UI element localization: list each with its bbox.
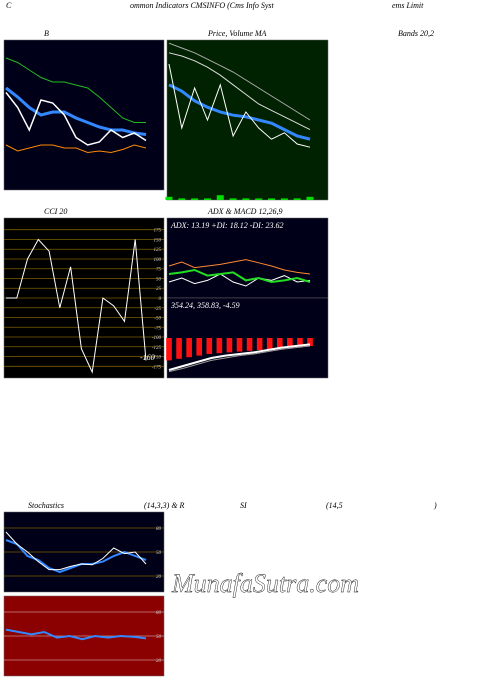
y-tick-label: 20 bbox=[156, 659, 162, 664]
header: ems Limit bbox=[392, 1, 424, 10]
series-line bbox=[5, 531, 147, 571]
bar bbox=[196, 338, 203, 356]
y-tick-label: -175 bbox=[152, 365, 162, 370]
y-tick-label: -125 bbox=[152, 346, 162, 351]
bar bbox=[229, 198, 237, 200]
panel bbox=[166, 217, 329, 299]
series-line bbox=[168, 42, 311, 121]
bar bbox=[293, 198, 301, 200]
panel-title: CCI 20 bbox=[44, 207, 67, 216]
bar bbox=[255, 198, 263, 200]
series-line bbox=[168, 52, 311, 131]
bar bbox=[166, 338, 172, 361]
series-line bbox=[168, 273, 311, 287]
bar bbox=[280, 198, 288, 200]
y-tick-label: -100 bbox=[152, 336, 162, 341]
watermark: MunafaSutra.com bbox=[171, 569, 359, 598]
y-tick-label: 0 bbox=[159, 297, 162, 302]
bar bbox=[242, 198, 250, 200]
y-tick-label: 175 bbox=[154, 229, 162, 234]
bar bbox=[246, 338, 253, 351]
bar bbox=[256, 338, 263, 350]
bar bbox=[186, 338, 192, 358]
y-tick-label: 25 bbox=[156, 287, 162, 292]
bar bbox=[268, 198, 276, 200]
series-line bbox=[5, 628, 147, 641]
bar bbox=[206, 338, 213, 354]
bar bbox=[165, 196, 173, 200]
series-line bbox=[5, 57, 146, 123]
bar bbox=[276, 338, 283, 349]
bar bbox=[176, 338, 182, 359]
series-line bbox=[168, 259, 311, 275]
bar bbox=[236, 338, 243, 352]
bar bbox=[297, 338, 303, 347]
panel-title: (14,3,3) & R bbox=[144, 501, 185, 510]
panel-title: Stochastics bbox=[28, 501, 64, 510]
y-tick-label: 100 bbox=[154, 258, 162, 263]
annotation: -160 bbox=[140, 353, 155, 362]
y-tick-label: 75 bbox=[156, 268, 162, 273]
bar bbox=[226, 338, 233, 353]
y-tick-label: 50 bbox=[156, 635, 162, 640]
bar bbox=[307, 338, 313, 346]
bar bbox=[178, 198, 186, 200]
annotation: 354.24, 358.83, -4.59 bbox=[170, 301, 240, 310]
panel-title: ) bbox=[433, 501, 437, 510]
y-tick-label: 150 bbox=[154, 238, 162, 243]
y-tick-label: -150 bbox=[152, 356, 162, 361]
series-line bbox=[168, 63, 311, 148]
y-tick-label: -75 bbox=[154, 326, 161, 331]
bar bbox=[266, 338, 273, 350]
y-tick-label: 80 bbox=[156, 611, 162, 616]
panel-title: ADX & MACD 12,26,9 bbox=[207, 207, 282, 216]
bar bbox=[287, 338, 293, 348]
panel-title: Bands 20,2 bbox=[398, 29, 434, 38]
bar bbox=[216, 195, 224, 200]
y-tick-label: 20 bbox=[156, 575, 162, 580]
panel bbox=[166, 39, 329, 201]
y-tick-label: 50 bbox=[156, 277, 162, 282]
bar bbox=[191, 198, 199, 200]
panel bbox=[3, 39, 165, 191]
panel-title: (14,5 bbox=[326, 501, 343, 510]
y-tick-label: 80 bbox=[156, 527, 162, 532]
bar bbox=[306, 196, 314, 200]
header: ommon Indicators CMSINFO (Cms Info Syst bbox=[130, 1, 275, 10]
series-line bbox=[6, 238, 147, 374]
bar bbox=[203, 198, 211, 200]
y-tick-label: 125 bbox=[154, 248, 162, 253]
series-line bbox=[5, 86, 147, 136]
series-line bbox=[5, 144, 147, 154]
bar bbox=[216, 338, 223, 354]
header: C bbox=[6, 1, 12, 10]
series-line bbox=[168, 345, 311, 373]
annotation: ADX: 13.19 +DI: 18.12 -DI: 23.62 bbox=[170, 221, 284, 230]
panel-title: SI bbox=[240, 501, 247, 510]
panel-title: Price, Volume MA bbox=[207, 29, 267, 38]
y-tick-label: -50 bbox=[154, 317, 161, 322]
y-tick-label: 50 bbox=[156, 551, 162, 556]
series-line bbox=[168, 83, 311, 141]
series-line bbox=[168, 343, 311, 371]
y-tick-label: -25 bbox=[154, 307, 161, 312]
panel-title: B bbox=[44, 29, 49, 38]
series-line bbox=[5, 92, 147, 146]
series-line bbox=[168, 268, 311, 284]
